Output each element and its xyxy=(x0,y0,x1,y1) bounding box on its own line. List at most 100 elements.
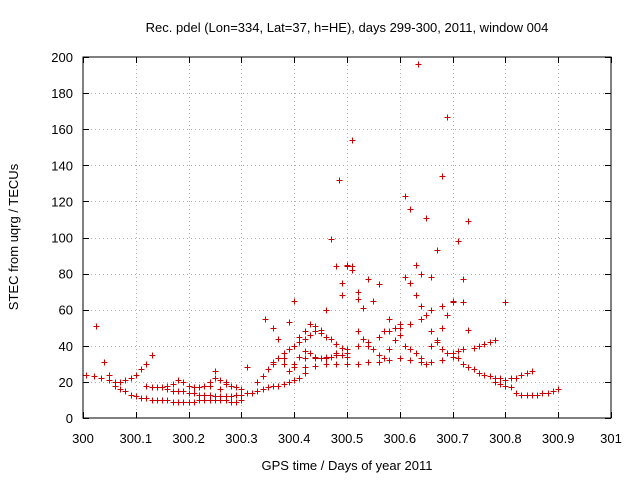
data-point xyxy=(196,384,203,391)
data-point xyxy=(275,383,282,390)
data-point xyxy=(460,299,467,306)
x-tick-label: 300.3 xyxy=(225,431,258,446)
data-point xyxy=(312,363,319,370)
data-point xyxy=(186,383,193,390)
data-point xyxy=(180,388,187,395)
data-point xyxy=(376,352,383,359)
data-point xyxy=(423,215,430,222)
data-point xyxy=(143,361,150,368)
data-point xyxy=(191,399,198,406)
data-point xyxy=(381,328,388,335)
data-point xyxy=(513,375,520,382)
data-point xyxy=(381,355,388,362)
data-point xyxy=(481,372,488,379)
data-point xyxy=(518,372,525,379)
y-tick-label: 80 xyxy=(59,267,73,282)
data-point xyxy=(138,366,145,373)
data-point xyxy=(487,339,494,346)
data-point xyxy=(450,350,457,357)
data-point xyxy=(254,379,261,386)
data-point xyxy=(344,262,351,269)
data-point xyxy=(281,381,288,388)
y-tick-label: 160 xyxy=(51,122,73,137)
y-tick-label: 20 xyxy=(59,375,73,390)
data-point xyxy=(175,377,182,384)
data-point xyxy=(465,218,472,225)
data-point xyxy=(397,321,404,328)
data-point xyxy=(244,364,251,371)
data-point xyxy=(133,372,140,379)
data-point xyxy=(476,343,483,350)
x-tick-label: 300.2 xyxy=(172,431,205,446)
data-point xyxy=(460,276,467,283)
data-point xyxy=(286,368,293,375)
data-point xyxy=(376,334,383,341)
data-point xyxy=(360,305,367,312)
data-point xyxy=(286,346,293,353)
data-point xyxy=(450,298,457,305)
data-point xyxy=(465,327,472,334)
data-point xyxy=(439,173,446,180)
data-point xyxy=(291,364,298,371)
data-point xyxy=(407,280,414,287)
data-point xyxy=(270,359,277,366)
data-point xyxy=(238,386,245,393)
data-point xyxy=(502,383,509,390)
data-point xyxy=(355,289,362,296)
y-tick-label: 200 xyxy=(51,50,73,65)
data-point xyxy=(296,334,303,341)
y-tick-labels: 0 20 40 60 80 100 120 140 160 180 200 xyxy=(51,50,73,426)
x-tick-label: 301 xyxy=(600,431,622,446)
data-point xyxy=(492,337,499,344)
y-tick-label: 60 xyxy=(59,303,73,318)
data-point xyxy=(434,247,441,254)
data-point xyxy=(233,399,240,406)
data-point xyxy=(296,354,303,361)
data-point xyxy=(413,350,420,357)
data-point xyxy=(423,361,430,368)
data-point xyxy=(415,61,422,68)
data-point xyxy=(281,361,288,368)
data-point xyxy=(444,114,451,121)
x-axis-label: GPS time / Days of year 2011 xyxy=(262,458,433,473)
data-point xyxy=(128,392,135,399)
data-point xyxy=(302,355,309,362)
data-point xyxy=(386,346,393,353)
data-point xyxy=(275,355,282,362)
data-point xyxy=(402,274,409,281)
data-points xyxy=(83,61,562,406)
data-point xyxy=(497,375,504,382)
x-tick-label: 300.7 xyxy=(436,431,469,446)
data-point xyxy=(262,316,269,323)
data-point xyxy=(286,319,293,326)
data-point xyxy=(428,307,435,314)
data-point xyxy=(307,321,314,328)
data-point xyxy=(228,393,235,400)
data-point xyxy=(355,296,362,303)
data-point xyxy=(328,236,335,243)
data-point xyxy=(439,325,446,332)
data-point xyxy=(336,177,343,184)
data-point xyxy=(418,355,425,362)
data-point xyxy=(365,343,372,350)
data-point xyxy=(386,357,393,364)
data-point xyxy=(128,375,135,382)
data-point xyxy=(455,355,462,362)
data-point xyxy=(397,355,404,362)
data-point xyxy=(275,336,282,343)
data-point xyxy=(370,346,377,353)
data-point xyxy=(402,343,409,350)
data-point xyxy=(207,383,214,390)
x-tick-label: 300.6 xyxy=(384,431,417,446)
data-point xyxy=(476,370,483,377)
data-point xyxy=(487,373,494,380)
x-tick-labels: 300 300.1 300.2 300.3 300.4 300.5 300.6 300.7 30… xyxy=(72,431,622,446)
data-point xyxy=(333,350,340,357)
data-point xyxy=(323,361,330,368)
data-point xyxy=(323,307,330,314)
data-point xyxy=(555,386,562,393)
data-point xyxy=(112,383,119,390)
data-point xyxy=(302,370,309,377)
data-point xyxy=(508,384,515,391)
